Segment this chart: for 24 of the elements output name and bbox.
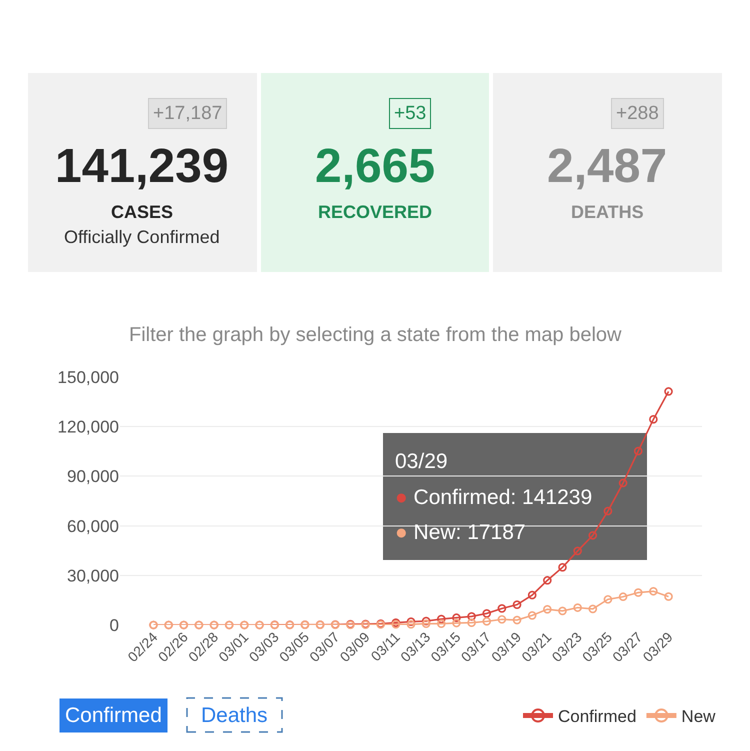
chart-title: Filter the graph by selecting a state from the map below bbox=[129, 324, 622, 346]
y-tick-label: 60,000 bbox=[67, 516, 119, 536]
text: Deaths bbox=[201, 704, 268, 727]
y-tick-label: 90,000 bbox=[67, 467, 119, 486]
text: Confirmed bbox=[65, 704, 162, 727]
text: +17,187 bbox=[153, 103, 222, 124]
y-tick-label: 150,000 bbox=[58, 368, 119, 387]
text: 141,239 bbox=[55, 140, 229, 193]
text: 2,665 bbox=[315, 140, 436, 193]
text: +288 bbox=[616, 103, 659, 124]
y-tick-label: 120,000 bbox=[58, 418, 119, 437]
annotation: ● New: 17187 bbox=[395, 521, 526, 544]
text: Officially Confirmed bbox=[64, 227, 220, 247]
text: DEATHS bbox=[571, 202, 644, 222]
legend-label: Confirmed bbox=[558, 707, 636, 726]
annotation: ● Confirmed: 141239 bbox=[395, 486, 592, 509]
text: CASES bbox=[111, 202, 174, 222]
annotation: 03/29 bbox=[395, 450, 448, 473]
text: 2,487 bbox=[547, 140, 668, 193]
y-tick-label: 30,000 bbox=[67, 566, 119, 586]
legend-label: New bbox=[681, 707, 716, 726]
text: +53 bbox=[394, 103, 426, 124]
y-tick-label: 0 bbox=[110, 616, 119, 635]
text: RECOVERED bbox=[318, 202, 432, 222]
